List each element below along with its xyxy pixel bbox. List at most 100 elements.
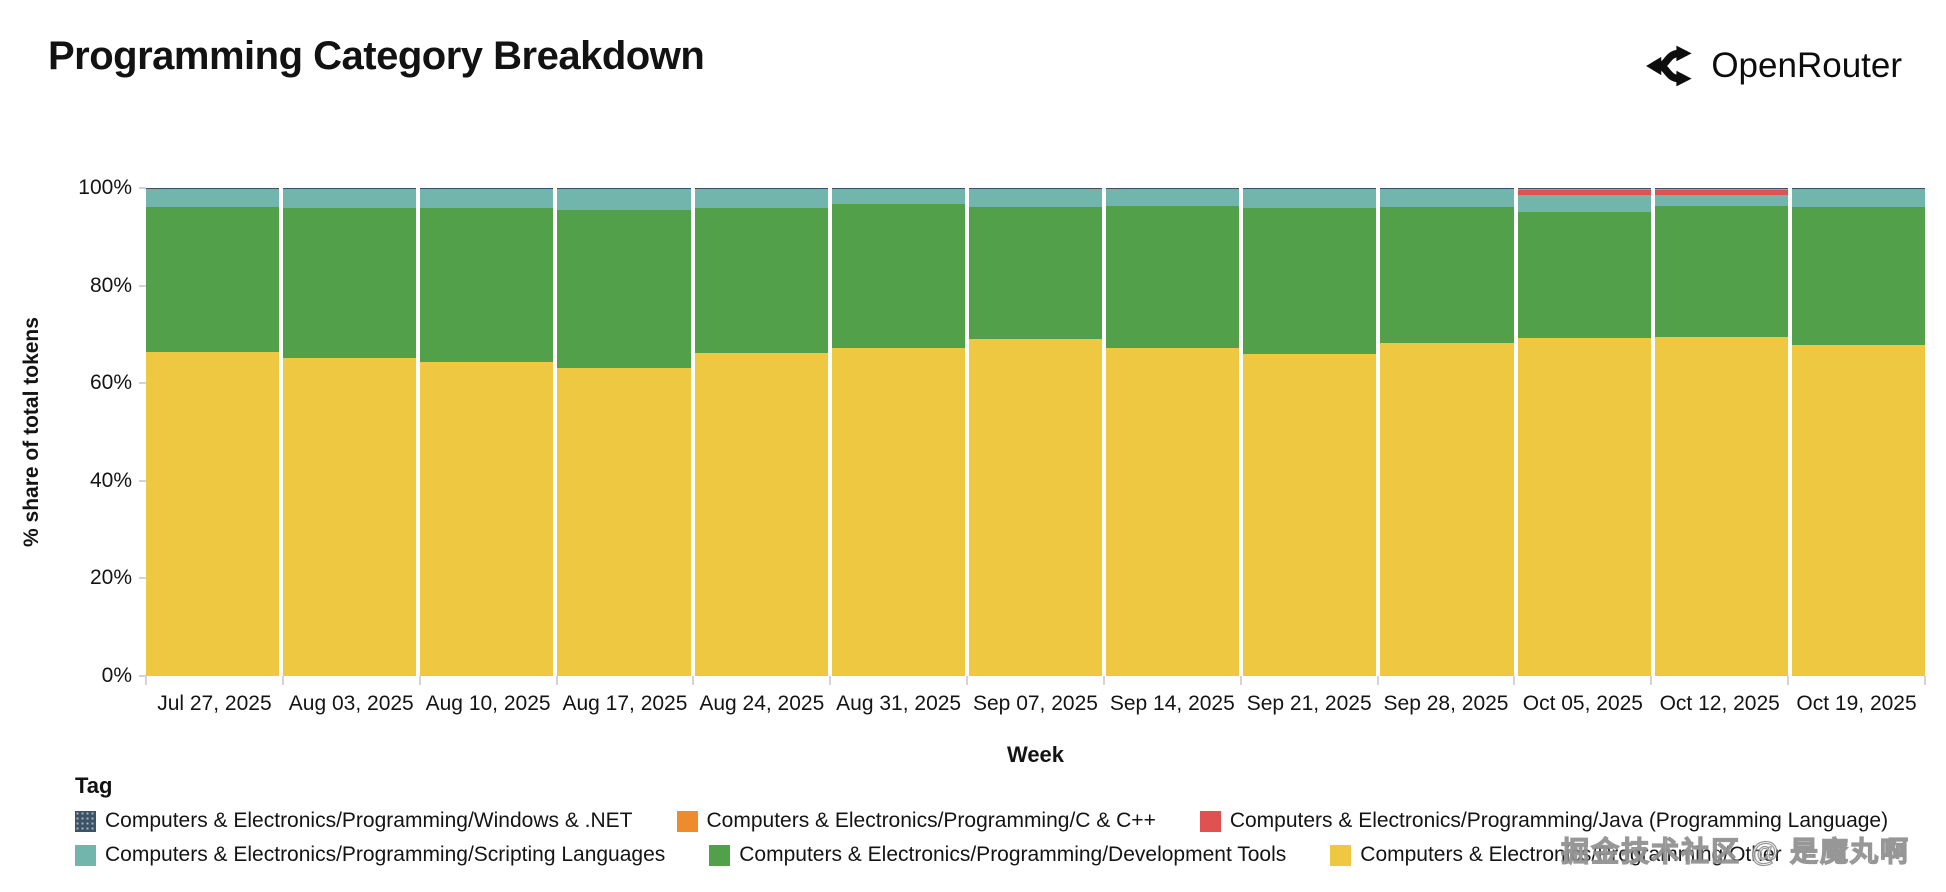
x-tick-label: Sep 21, 2025 bbox=[1246, 692, 1372, 715]
bar-segment-other[interactable] bbox=[1243, 354, 1377, 676]
bar-segment-development_tools[interactable] bbox=[1106, 205, 1240, 349]
bar-segment-windows_net[interactable] bbox=[1380, 188, 1514, 189]
bar-column[interactable] bbox=[1654, 188, 1788, 676]
bar-segment-other[interactable] bbox=[1654, 337, 1788, 676]
bar-segment-other[interactable] bbox=[1106, 348, 1240, 676]
bar-segment-other[interactable] bbox=[1791, 344, 1926, 676]
legend-label: Computers & Electronics/Programming/Java… bbox=[1229, 809, 1889, 832]
bar-column[interactable] bbox=[146, 188, 280, 676]
bar-segment-c_cpp[interactable] bbox=[1243, 188, 1377, 191]
bar-segment-windows_net[interactable] bbox=[420, 188, 554, 189]
y-tick-label: 20% bbox=[89, 566, 132, 590]
bar-segment-scripting_languages[interactable] bbox=[968, 190, 1103, 208]
bar-segment-scripting_languages[interactable] bbox=[146, 190, 280, 208]
bar-segment-other[interactable] bbox=[146, 352, 280, 676]
bar-segment-c_cpp[interactable] bbox=[1517, 188, 1651, 191]
bar-segment-c_cpp[interactable] bbox=[694, 188, 828, 191]
bar-segment-windows_net[interactable] bbox=[1654, 188, 1788, 189]
legend-label: Computers & Electronics/Programming/Scri… bbox=[105, 843, 666, 866]
bar-column[interactable] bbox=[694, 188, 828, 676]
y-tick-mark bbox=[139, 187, 146, 189]
bar-segment-scripting_languages[interactable] bbox=[1791, 190, 1926, 208]
bar-segment-windows_net[interactable] bbox=[1791, 188, 1926, 189]
bar-segment-development_tools[interactable] bbox=[831, 204, 965, 349]
bar-segment-other[interactable] bbox=[420, 362, 554, 676]
bar-segment-development_tools[interactable] bbox=[1654, 206, 1788, 338]
plot-area bbox=[146, 188, 1926, 676]
bar-segment-scripting_languages[interactable] bbox=[694, 190, 828, 209]
bar-column[interactable] bbox=[1243, 188, 1377, 676]
bar-segment-other[interactable] bbox=[694, 352, 828, 676]
bar-segment-scripting_languages[interactable] bbox=[1517, 195, 1651, 212]
y-axis-tick-labels: 0% 20% 40% 60% 80% 100% bbox=[0, 176, 138, 687]
bar-column[interactable] bbox=[283, 188, 417, 676]
bar-segment-c_cpp[interactable] bbox=[1380, 188, 1514, 191]
bar-segment-scripting_languages[interactable] bbox=[1380, 190, 1514, 208]
bar-column[interactable] bbox=[1106, 188, 1240, 676]
bar-segment-c_cpp[interactable] bbox=[1654, 188, 1788, 191]
bar-segment-c_cpp[interactable] bbox=[283, 188, 417, 191]
bar-column[interactable] bbox=[968, 188, 1103, 676]
bar-segment-windows_net[interactable] bbox=[694, 188, 828, 189]
bar-column[interactable] bbox=[1380, 188, 1514, 676]
y-tick-label: 40% bbox=[89, 468, 132, 492]
legend-item-java[interactable]: Computers & Electronics/Programming/Java… bbox=[1199, 809, 1889, 833]
bar-segment-c_cpp[interactable] bbox=[1791, 188, 1926, 191]
bar-segment-scripting_languages[interactable] bbox=[831, 190, 965, 205]
x-tick-label: Aug 17, 2025 bbox=[562, 692, 688, 715]
bar-segment-scripting_languages[interactable] bbox=[1106, 190, 1240, 206]
bar-segment-c_cpp[interactable] bbox=[420, 188, 554, 191]
bar-segment-development_tools[interactable] bbox=[146, 207, 280, 353]
bar-segment-windows_net[interactable] bbox=[146, 188, 280, 189]
bar-segment-development_tools[interactable] bbox=[420, 208, 554, 363]
x-tick-mark bbox=[966, 676, 969, 685]
bar-segment-other[interactable] bbox=[557, 367, 691, 676]
bar-segment-development_tools[interactable] bbox=[1791, 207, 1926, 345]
bar-column[interactable] bbox=[420, 188, 554, 676]
bar-segment-c_cpp[interactable] bbox=[1106, 188, 1240, 191]
bar-segment-other[interactable] bbox=[1380, 343, 1514, 676]
bar-segment-windows_net[interactable] bbox=[1106, 188, 1240, 189]
bar-segment-scripting_languages[interactable] bbox=[283, 190, 417, 209]
bar-column[interactable] bbox=[1517, 188, 1651, 676]
bar-segment-java[interactable] bbox=[1517, 190, 1651, 196]
bar-segment-other[interactable] bbox=[283, 358, 417, 676]
bar-segment-other[interactable] bbox=[1517, 337, 1651, 676]
x-tick-mark bbox=[692, 676, 695, 685]
bar-segment-development_tools[interactable] bbox=[1517, 211, 1651, 338]
x-tick-mark bbox=[1239, 676, 1242, 685]
bar-column[interactable] bbox=[831, 188, 965, 676]
bar-segment-development_tools[interactable] bbox=[694, 208, 828, 353]
bar-segment-scripting_languages[interactable] bbox=[1243, 190, 1377, 209]
bar-segment-windows_net[interactable] bbox=[283, 188, 417, 189]
bar-segment-c_cpp[interactable] bbox=[557, 188, 691, 191]
bar-segment-development_tools[interactable] bbox=[1380, 207, 1514, 344]
bar-segment-windows_net[interactable] bbox=[1517, 188, 1651, 189]
legend-item-windows_net[interactable]: Computers & Electronics/Programming/Wind… bbox=[75, 809, 633, 833]
bar-column[interactable] bbox=[1791, 188, 1926, 676]
bar-segment-development_tools[interactable] bbox=[557, 210, 691, 368]
legend-item-other[interactable]: Computers & Electronics/Programming/Othe… bbox=[1330, 843, 1782, 867]
bar-segment-java[interactable] bbox=[1654, 190, 1788, 195]
x-tick-mark bbox=[1513, 676, 1516, 685]
bar-segment-c_cpp[interactable] bbox=[968, 188, 1103, 191]
bar-segment-windows_net[interactable] bbox=[557, 188, 691, 189]
bar-segment-development_tools[interactable] bbox=[1243, 208, 1377, 355]
bar-segment-scripting_languages[interactable] bbox=[420, 190, 554, 209]
bar-segment-other[interactable] bbox=[831, 348, 965, 676]
bar-segment-windows_net[interactable] bbox=[968, 188, 1103, 189]
legend-item-development_tools[interactable]: Computers & Electronics/Programming/Deve… bbox=[709, 843, 1286, 867]
bar-segment-development_tools[interactable] bbox=[968, 207, 1103, 339]
y-tick-mark bbox=[139, 284, 146, 287]
legend-item-scripting_languages[interactable]: Computers & Electronics/Programming/Scri… bbox=[75, 843, 665, 867]
bar-segment-c_cpp[interactable] bbox=[146, 188, 280, 191]
bar-segment-windows_net[interactable] bbox=[831, 188, 965, 189]
bar-segment-scripting_languages[interactable] bbox=[557, 190, 691, 211]
bar-segment-other[interactable] bbox=[968, 338, 1103, 676]
bar-segment-windows_net[interactable] bbox=[1243, 188, 1377, 189]
bar-segment-c_cpp[interactable] bbox=[831, 188, 965, 191]
bar-column[interactable] bbox=[557, 188, 691, 676]
legend-item-c_cpp[interactable]: Computers & Electronics/Programming/C & … bbox=[676, 809, 1156, 833]
bar-segment-development_tools[interactable] bbox=[283, 208, 417, 359]
bar-segment-scripting_languages[interactable] bbox=[1654, 194, 1788, 207]
